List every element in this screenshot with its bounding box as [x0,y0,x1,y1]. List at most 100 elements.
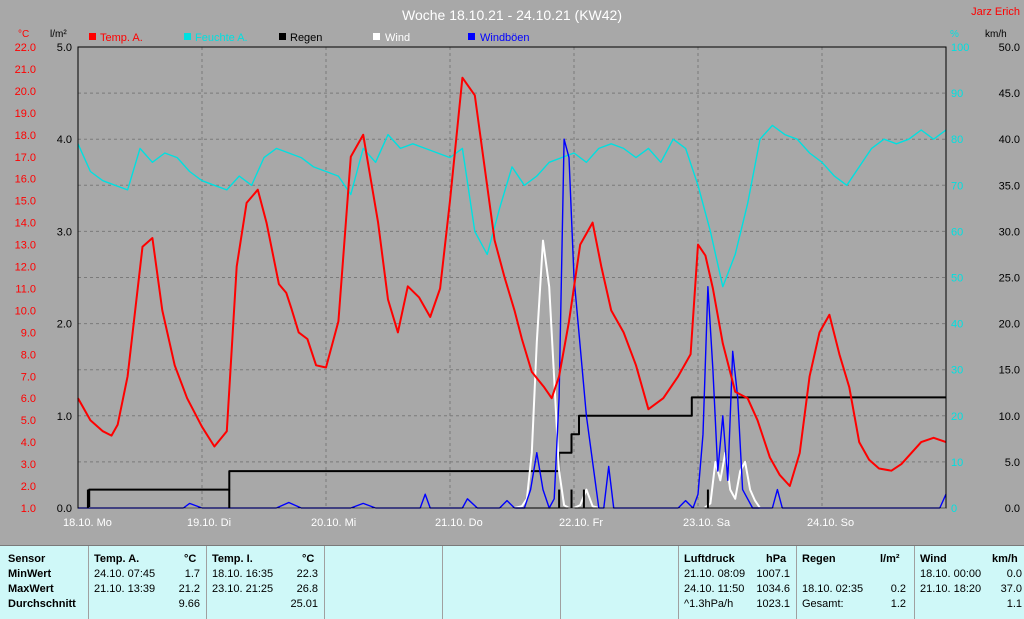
humidity-tick-label: 90 [951,88,963,100]
x-tick-label: 18.10. Mo [63,517,112,529]
rain-tick-label: 2.0 [57,319,72,331]
legend-label-temp: Temp. A. [100,32,143,44]
humidity-tick-label: 40 [951,319,963,331]
wind-max-date: 21.10. 18:20 [920,583,982,595]
humidity-tick-label: 20 [951,411,963,423]
col-divider [796,546,797,619]
wind-max: 37.0 [1000,583,1022,595]
temp-tick-label: 14.0 [15,218,36,230]
temp-tick-label: 6.0 [21,393,36,405]
temp-a-min-date: 24.10. 07:45 [94,568,156,580]
pressure-trend-label: ^1.3hPa/h [684,598,734,610]
temp-tick-label: 16.0 [15,174,36,186]
temp-tick-label: 11.0 [15,283,36,295]
humidity-unit-label: % [950,29,959,40]
legend-swatch-gusts [468,33,475,40]
temp-tick-label: 21.0 [15,64,36,76]
wind-tick-label: 15.0 [999,365,1020,377]
rain-tick-label: 5.0 [57,42,72,54]
temp-i-header: Temp. I. [212,553,253,565]
temp-tick-label: 19.0 [15,108,36,120]
rain-tick-label: 0.0 [57,503,72,515]
author-label: Jarz Erich [971,6,1020,18]
temp-i-max: 26.8 [296,583,318,595]
temp-tick-label: 8.0 [21,349,36,361]
legend-label-humidity: Feuchte A. [195,32,248,44]
humidity-tick-label: 10 [951,457,963,469]
wind-tick-label: 0.0 [1005,503,1020,515]
wind-min-date: 18.10. 00:00 [920,568,982,580]
minwert-label: MinWert [8,568,52,580]
humidity-tick-label: 70 [951,180,963,192]
axis-ticks: 22.0 21.0 20.0 19.0 18.0 17.0 16.0 15.0 14.0 13.0… [15,42,1020,529]
legend-swatch-wind [373,33,380,40]
legend-swatch-rain [279,33,286,40]
temp-tick-label: 1.0 [21,503,36,515]
temp-i-avg: 25.01 [290,598,318,610]
legend-swatch-humidity [184,33,191,40]
col-divider [88,546,89,619]
pressure-max: 1034.6 [756,583,790,595]
temp-a-avg: 9.66 [178,598,200,610]
temp-a-min: 1.7 [184,568,200,580]
pressure-trend: 1023.1 [756,598,790,610]
temp-i-min-date: 18.10. 16:35 [212,568,274,580]
temp-tick-label: 10.0 [15,305,36,317]
durchschnitt-label: Durchschnitt [8,598,76,610]
temp-i-min: 22.3 [296,568,318,580]
temp-a-max-date: 21.10. 13:39 [94,583,156,595]
legend-label-rain: Regen [290,32,322,44]
pressure-header: Luftdruck [684,553,735,565]
x-tick-label: 20.10. Mi [311,517,356,529]
temp-unit-label: °C [18,29,29,40]
temp-tick-label: 9.0 [21,327,36,339]
sensor-header: Sensor [8,553,46,565]
humidity-tick-label: 80 [951,134,963,146]
temp-tick-label: 20.0 [15,86,36,98]
humidity-tick-label: 50 [951,273,963,285]
plot-frame [77,46,947,509]
col-divider [560,546,561,619]
wind-tick-label: 10.0 [999,411,1020,423]
humidity-tick-label: 0 [951,503,957,515]
pressure-min: 1007.1 [756,568,790,580]
x-tick-label: 24.10. So [807,517,854,529]
x-tick-label: 22.10. Fr [559,517,603,529]
humidity-tick-label: 60 [951,226,963,238]
temp-tick-label: 2.0 [21,481,36,493]
wind-header: Wind [920,553,947,565]
weather-chart: Woche 18.10.21 - 24.10.21 (KW42) Jarz Er… [0,0,1024,545]
col-divider [442,546,443,619]
x-tick-label: 23.10. Sa [683,517,731,529]
wind-avg: 1.1 [1006,598,1022,610]
wind-unit-label: km/h [985,29,1007,40]
temp-a-header: Temp. A. [94,553,140,565]
temp-tick-label: 18.0 [15,130,36,142]
legend-label-gusts: Windböen [480,32,530,44]
x-tick-label: 19.10. Di [187,517,231,529]
humidity-tick-label: 100 [951,42,969,54]
temp-tick-label: 3.0 [21,459,36,471]
temp-tick-label: 22.0 [15,42,36,54]
pressure-unit: hPa [766,553,787,565]
temp-tick-label: 7.0 [21,371,36,383]
temp-tick-label: 13.0 [15,240,36,252]
wind-tick-label: 45.0 [999,88,1020,100]
temp-i-max-date: 23.10. 21:25 [212,583,274,595]
rain-total-label: Gesamt: [802,598,844,610]
temp-tick-label: 4.0 [21,437,36,449]
chart-background [0,0,1024,545]
wind-tick-label: 50.0 [999,42,1020,54]
series-line-rain [78,396,946,509]
col-divider [678,546,679,619]
wind-tick-label: 35.0 [999,180,1020,192]
wind-tick-label: 5.0 [1005,457,1020,469]
temp-tick-label: 15.0 [15,196,36,208]
rain-tick-label: 1.0 [57,411,72,423]
pressure-max-date: 24.10. 11:50 [684,583,745,595]
temp-i-unit: °C [302,553,315,565]
rain-unit: l/m² [880,553,900,565]
rain-tick-label: 3.0 [57,226,72,238]
chart-grid [78,47,946,508]
pressure-min-date: 21.10. 08:09 [684,568,746,580]
